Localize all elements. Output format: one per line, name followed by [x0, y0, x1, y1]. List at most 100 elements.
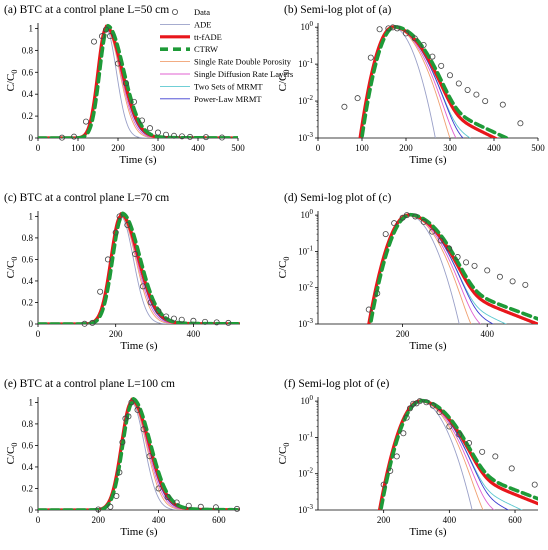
data-point-b [420, 41, 427, 48]
data-point-f [403, 414, 410, 421]
data-point-c [124, 221, 131, 228]
y-tick-label-c: 0.2 [22, 297, 33, 307]
data-point-f [387, 467, 394, 474]
data-point-c [81, 320, 88, 327]
y-tick-label-f: 100 [301, 394, 314, 406]
data-point-f [406, 405, 413, 412]
data-point-b [385, 25, 392, 32]
chart-title-e: (e) BTC at a control plane L=100 cm [4, 378, 175, 390]
data-point-e [128, 399, 135, 406]
data-point-b [389, 24, 396, 31]
panel-c: (c) BTC at a control plane L=70 cm 0 200 40… [4, 192, 240, 352]
x-tick-label-f: 400 [443, 515, 457, 525]
panel-b: (b) Semi-log plot of (a) 0 100 200 300 400 500… [277, 4, 545, 166]
chart-title-a: (a) BTC at a control plane L=50 cm [4, 4, 169, 16]
series-TwoMRMT-e [38, 399, 240, 510]
data-point-b [394, 25, 401, 32]
legend-label-SRDP: Single Rate Double Porosity [194, 57, 292, 67]
x-tick-label-d: 200 [396, 329, 410, 339]
chart-title-d: (d) Semi-log plot of (c) [284, 192, 391, 204]
y-tick-label-a: 0.2 [22, 111, 33, 121]
y-axis-title-f: C/C0 [277, 443, 291, 465]
series-ADE-e [38, 401, 240, 510]
data-point-c [139, 283, 146, 290]
x-tick-label-b: 300 [443, 143, 457, 153]
x-tick-label-c: 400 [187, 329, 201, 339]
panel-e: (e) BTC at a control plane L=100 cm 0 200 4… [4, 378, 240, 538]
x-axis-title-a: Time (s) [119, 154, 157, 166]
data-point-b [429, 53, 436, 60]
x-tick-label-a: 300 [151, 143, 165, 153]
data-point-a [178, 133, 185, 140]
series-SRDP-f [379, 400, 484, 510]
x-tick-label-d: 400 [480, 329, 494, 339]
y-tick-label-d: 100 [301, 208, 314, 220]
legend-item-TwoMRMT: Two Sets of MRMT [160, 81, 263, 91]
data-point-f [393, 453, 400, 460]
chart-title-b: (b) Semi-log plot of (a) [284, 4, 391, 16]
x-tick-label-e: 0 [36, 515, 41, 525]
data-point-d [391, 220, 398, 227]
y-tick-label-f: 10-2 [298, 467, 313, 479]
data-point-e [119, 439, 126, 446]
y-tick-label-e: 0.2 [22, 483, 33, 493]
data-point-c [213, 319, 220, 326]
data-point-d [496, 273, 503, 280]
series-SDRL-d [368, 214, 482, 324]
data-point-c [155, 308, 162, 315]
series-PLMRMT-e [38, 400, 240, 510]
data-point-e [146, 453, 153, 460]
data-point-d [382, 231, 389, 238]
data-point-d [471, 262, 478, 269]
y-tick-label-b: 10-3 [298, 131, 313, 143]
data-point-f [508, 465, 515, 472]
data-point-b [438, 62, 445, 69]
x-tick-label-a: 500 [231, 143, 245, 153]
data-point-b [455, 80, 462, 87]
y-axis-title-b: C/C0 [277, 70, 291, 92]
y-tick-label-c: 0.4 [22, 276, 34, 286]
legend-item-CTRW: CTRW [160, 44, 218, 54]
panel-d: (d) Semi-log plot of (c) 200 400 Time (s) 10… [277, 192, 538, 352]
data-point-a [218, 134, 225, 141]
data-point-f [531, 481, 538, 488]
y-tick-label-a: 0.4 [22, 89, 34, 99]
data-point-e [155, 485, 162, 492]
x-tick-label-e: 400 [152, 515, 166, 525]
data-point-e [134, 406, 141, 413]
data-point-c [97, 288, 104, 295]
data-point-f [456, 431, 463, 438]
x-tick-label-e: 200 [92, 515, 106, 525]
data-point-e [212, 504, 219, 511]
y-tick-label-e: 0.6 [22, 440, 34, 450]
legend-label-PLMRMT: Power-Law MRMT [194, 94, 262, 104]
data-point-e [107, 503, 114, 510]
y-tick-label-c: 0.8 [22, 233, 34, 243]
series-CTRW-a [38, 23, 238, 138]
legend-item-tt-fADE: tt-fADE [160, 32, 222, 42]
data-point-c [104, 256, 111, 263]
y-tick-label-d: 10-3 [298, 317, 313, 329]
series-group-e [38, 396, 240, 510]
data-point-f [436, 409, 443, 416]
series-group-d [367, 212, 538, 324]
data-point-d [420, 218, 427, 225]
y-tick-label-d: 10-2 [298, 281, 313, 293]
data-point-b [402, 30, 409, 37]
y-tick-label-f: 10-1 [298, 430, 313, 442]
data-point-f [429, 402, 436, 409]
x-tick-label-a: 200 [111, 143, 125, 153]
data-point-b [367, 54, 374, 61]
chart-title-f: (f) Semi-log plot of (e) [284, 378, 390, 390]
legend-label-CTRW: CTRW [194, 44, 218, 54]
data-point-a [91, 38, 98, 45]
data-point-f [423, 399, 430, 406]
series-group-f [377, 398, 538, 510]
data-point-a [170, 132, 177, 139]
y-tick-label-a: 0.6 [22, 67, 34, 77]
data-point-f [446, 423, 453, 430]
data-point-a [59, 134, 66, 141]
x-axis-title-b: Time (s) [409, 154, 447, 166]
y-tick-label-b: 100 [301, 20, 314, 32]
